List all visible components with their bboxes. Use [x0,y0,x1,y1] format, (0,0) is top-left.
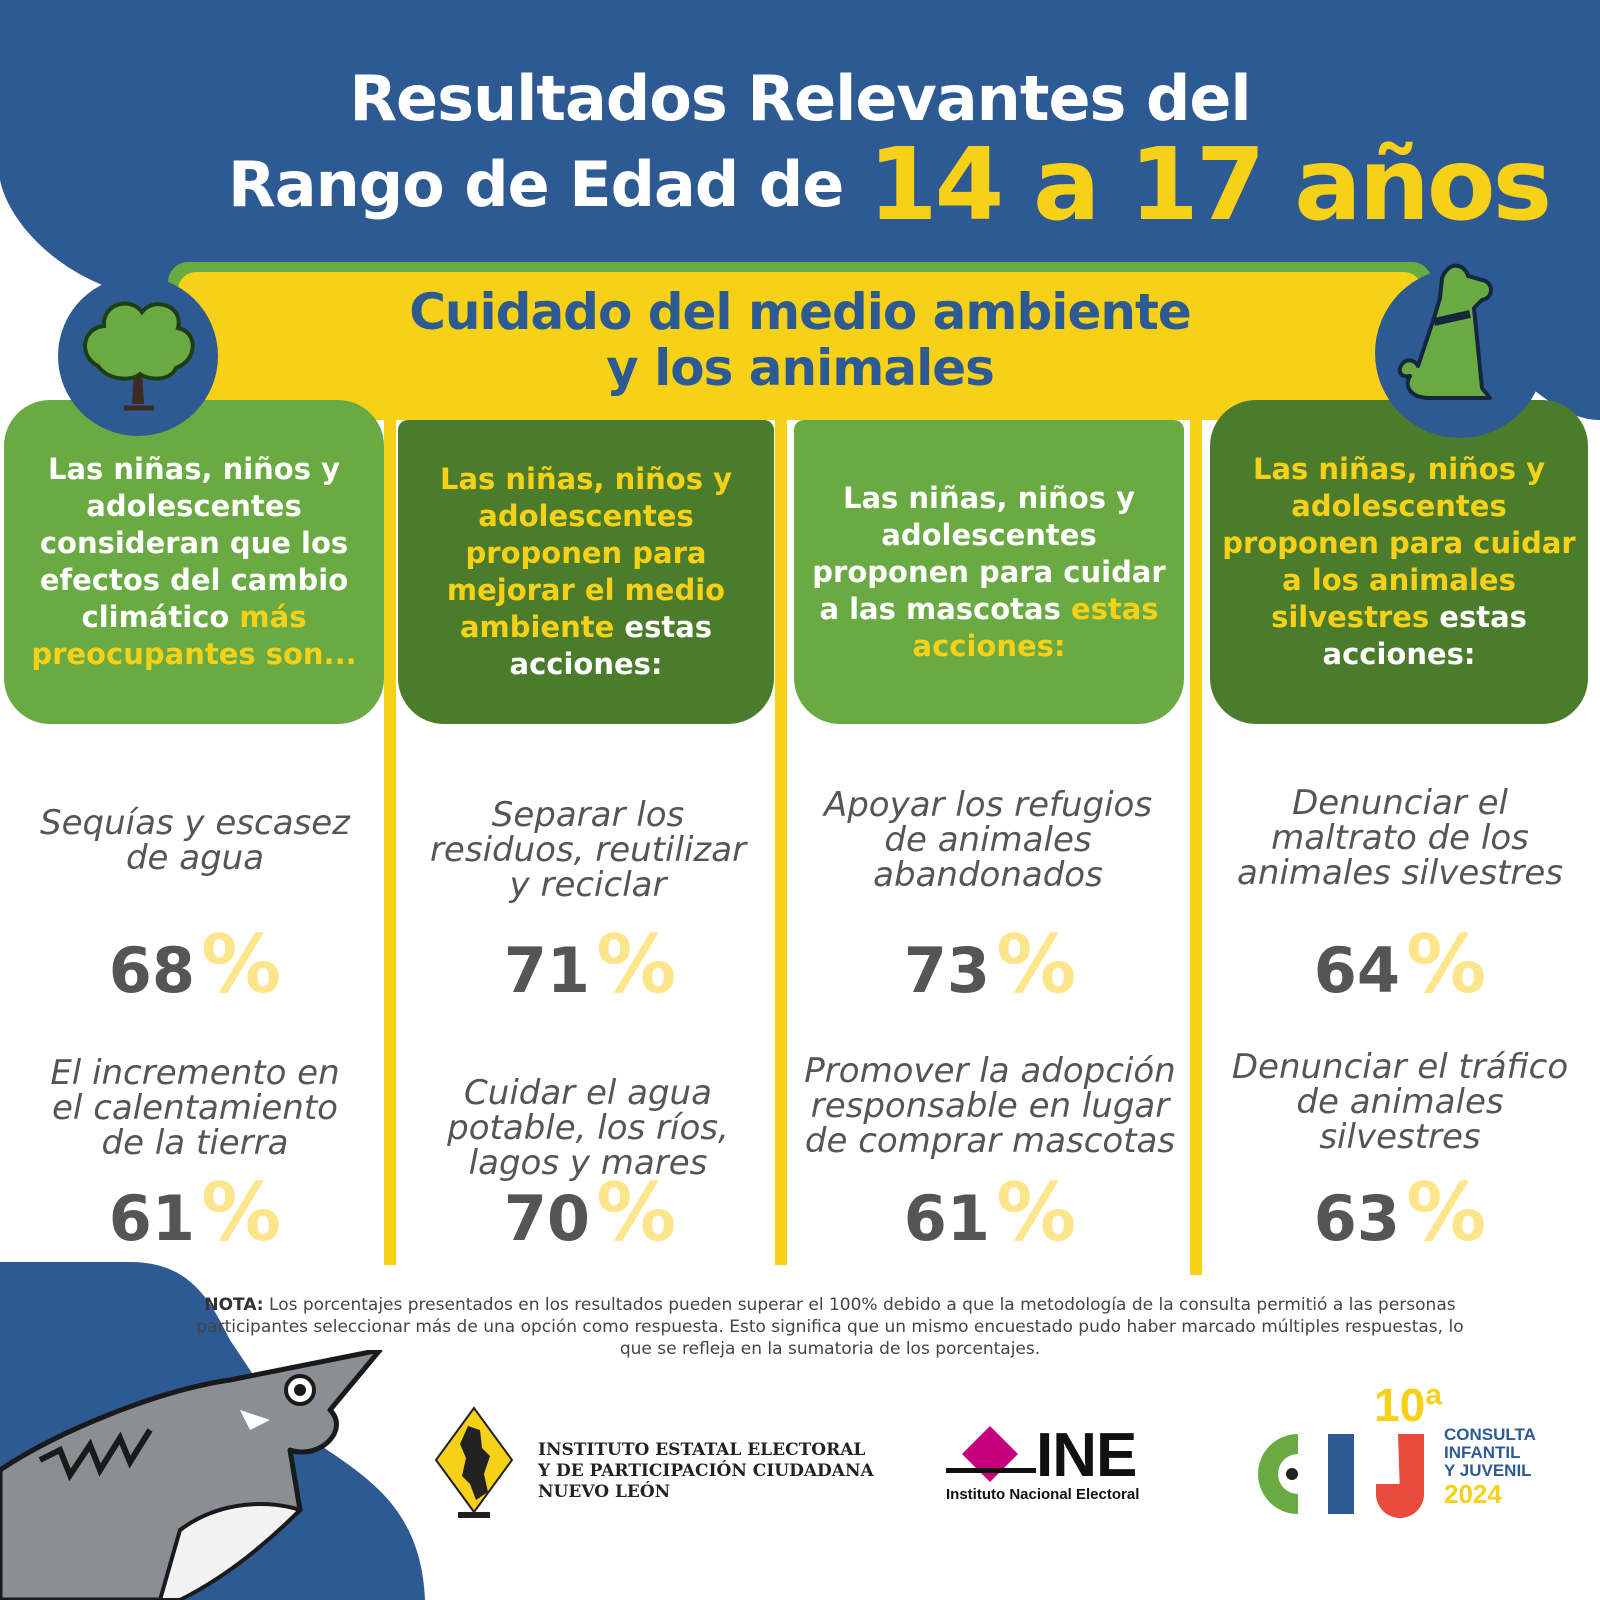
item-percent: 70 % [430,1166,750,1259]
ine-diamond-icon [946,1426,1036,1482]
item-label: Cuidar el agua potable, los ríos, lagos … [447,1073,729,1183]
percent-value: 61 [108,1182,196,1255]
item-percent: 63 % [1225,1166,1575,1259]
tree-icon [58,276,218,436]
cij-edition: 10ª [1374,1379,1443,1431]
item-percent: 68 % [40,918,350,1011]
iee-line3: NUEVO LEÓN [538,1482,671,1502]
percent-sign: % [596,918,677,1011]
item-label: Denunciar el maltrato de los animales si… [1237,783,1563,893]
footnote-text: Los porcentajes presentados en los resul… [196,1295,1464,1359]
percent-sign: % [201,918,282,1011]
ine-logo-text: INE [1036,1421,1137,1490]
page-title-highlight: 14 a 17 años [868,126,1552,243]
card-text: estas acciones: [1322,600,1527,671]
banner-line2: y los animales [606,339,995,397]
card-highlight: Las niñas, niños y adolescentes proponen… [440,462,732,644]
item-label: Apoyar los refugios de animales abandona… [823,785,1153,895]
percent-value: 68 [108,934,196,1007]
item-percent: 61 % [40,1166,350,1259]
cij-line1: CONSULTA [1444,1425,1536,1444]
ine-logo-subtitle: Instituto Nacional Electoral [946,1486,1140,1503]
dog-icon [1370,258,1550,438]
footnote-label: NOTA: [204,1295,264,1315]
page-title-line2: Rango de Edad de [228,148,844,221]
item-percent: 71 % [430,918,750,1011]
percent-value: 73 [903,934,991,1007]
card-environment-actions: Las niñas, niños y adolescentes proponen… [398,420,774,724]
iee-line1: INSTITUTO ESTATAL ELECTORAL [538,1440,866,1460]
card-pets-actions: Las niñas, niños y adolescentes proponen… [794,420,1184,724]
item-label: Promover la adopción responsable en luga… [804,1051,1176,1161]
percent-sign: % [996,918,1077,1011]
cij-letters [1258,1434,1424,1518]
cij-logo-text: CONSULTA INFANTIL Y JUVENIL 2024 [1444,1425,1574,1509]
item-label: El incremento en el calentamiento de la … [50,1053,340,1163]
item-label: Sequías y escasez de agua [40,803,351,878]
iee-line2: Y DE PARTICIPACIÓN CIUDADANA [538,1461,874,1481]
percent-sign: % [1406,918,1487,1011]
cij-line3: Y JUVENIL [1444,1461,1532,1480]
banner-line1: Cuidado del medio ambiente [409,283,1192,341]
percent-value: 61 [903,1182,991,1255]
section-banner: Cuidado del medio ambiente y los animale… [300,284,1300,396]
card-text: Las niñas, niños y adolescentes consider… [39,452,349,634]
card-text: Las niñas, niños y adolescentes proponen… [812,480,1166,626]
percent-value: 63 [1313,1182,1401,1255]
card-wildlife-actions: Las niñas, niños y adolescentes proponen… [1210,400,1588,724]
percent-sign: % [1406,1166,1487,1259]
page-title-line1: Resultados Relevantes del [349,62,1251,135]
percent-value: 70 [503,1182,591,1255]
footnote: NOTA: Los porcentajes presentados en los… [180,1294,1480,1360]
percent-sign: % [596,1166,677,1259]
percent-value: 64 [1313,934,1401,1007]
iee-logo-text: INSTITUTO ESTATAL ELECTORAL Y DE PARTICI… [538,1440,898,1503]
card-highlight: Las niñas, niños y adolescentes proponen… [1222,452,1576,634]
percent-sign: % [201,1166,282,1259]
item-label: Separar los residuos, reutilizar y recic… [429,795,747,905]
item-percent: 73 % [820,918,1160,1011]
card-climate-effects: Las niñas, niños y adolescentes consider… [4,400,384,724]
item-percent: 64 % [1225,918,1575,1011]
percent-sign: % [996,1166,1077,1259]
nuevo-leon-map-icon [434,1406,514,1518]
card-text: estas acciones: [509,610,713,681]
card-highlight: estas acciones: [912,591,1159,663]
cij-line2: INFANTIL [1444,1443,1521,1462]
percent-value: 71 [503,934,591,1007]
shark-illustration [0,1350,383,1600]
cij-year: 2024 [1444,1479,1502,1509]
item-label: Denunciar el tráfico de animales silvest… [1231,1047,1569,1157]
item-percent: 61 % [820,1166,1160,1259]
card-highlight: más preocupantes son... [31,600,357,671]
